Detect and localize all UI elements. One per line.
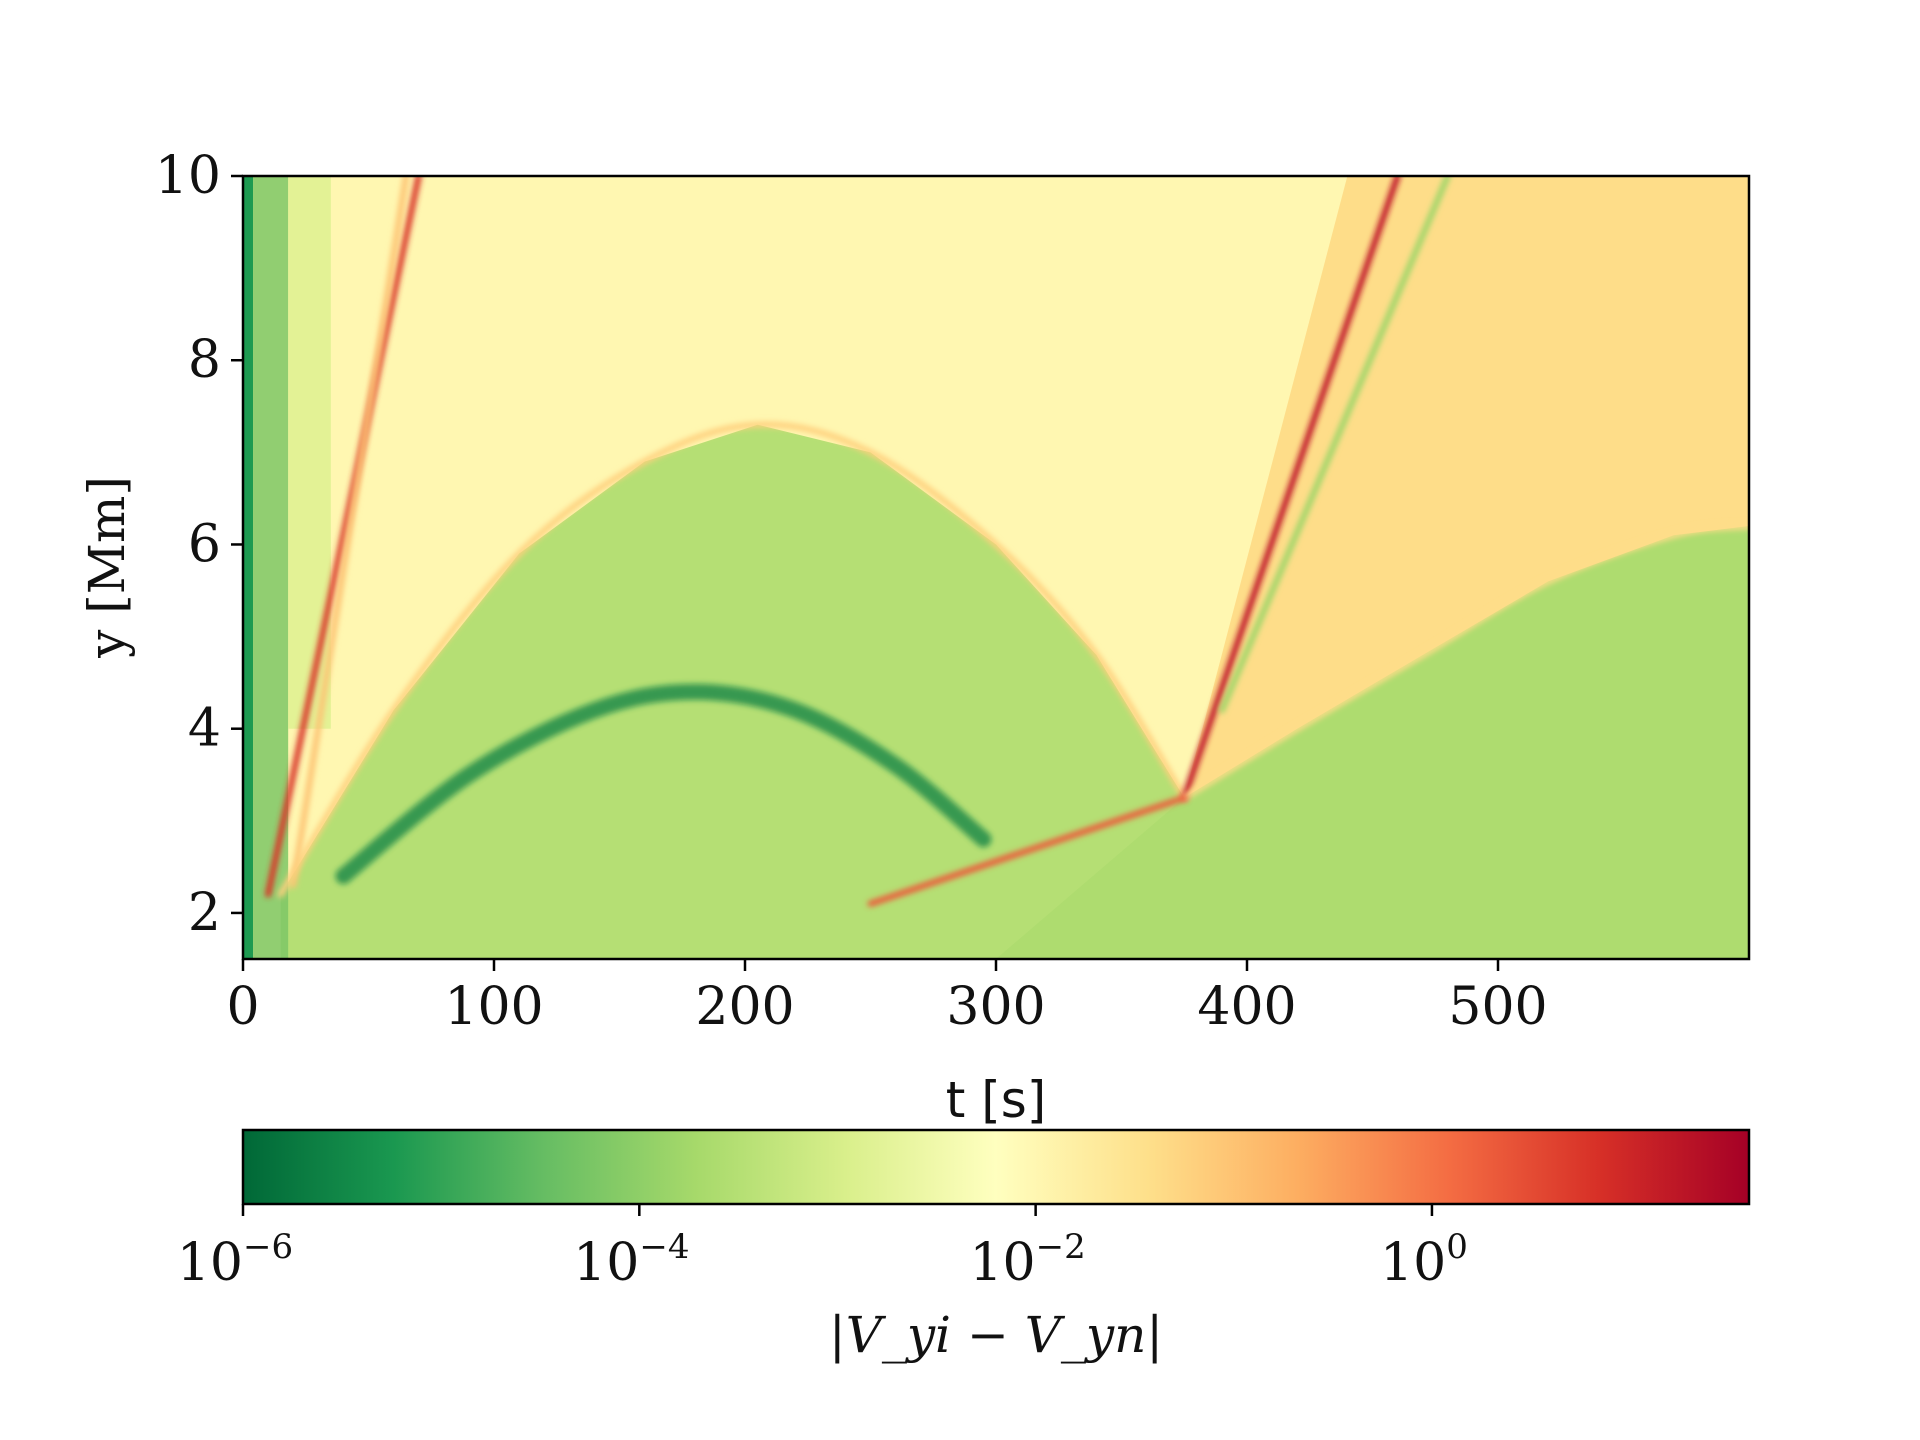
colorbar-label: |V_yi − V_yn| [829,1306,1163,1364]
feature-rising-front-after-375-s [1181,523,1749,801]
feature-steep-front-after-375-s [1181,176,1401,801]
colorbar-tick-label: 10−6 [177,1227,293,1293]
colorbar [241,1128,1751,1206]
region-left-strip-2 [253,176,289,959]
feature-arch-front [277,421,1188,898]
y-tick-label: 4 [188,699,221,759]
region-left-strip-3 [288,176,331,729]
y-tick-label: 8 [188,330,221,390]
colorbar-tick-label: 100 [1380,1227,1468,1293]
y-tick-label: 10 [155,146,221,206]
x-tick-label: 400 [1197,977,1296,1037]
feature-second-front-after-375-s [1218,176,1451,714]
x-tick-label: 300 [946,977,1045,1037]
y-tick-label: 2 [188,883,221,943]
x-tick-label: 200 [695,977,794,1037]
x-axis-label: t [s] [946,1071,1047,1129]
region-left-strip [243,176,254,959]
colorbar-ticks: 10−6 10−4 10−2 100 [177,1204,1468,1293]
colorbar-tick-label: 10−4 [573,1227,689,1293]
y-axis: 2 4 6 8 10 [155,146,243,943]
feature-lower-diagonal [867,794,1188,907]
x-axis: 0 100 200 300 400 500 [226,959,1548,1037]
region-upper-right [1184,176,1749,798]
colorbar-tick-label: 10−2 [969,1227,1085,1293]
x-tick-label: 0 [226,977,259,1037]
x-tick-label: 500 [1448,977,1547,1037]
x-tick-label: 100 [444,977,543,1037]
y-axis-label: y [Mm] [78,476,136,659]
region-lower-right [996,526,1749,959]
y-tick-label: 6 [188,514,221,574]
heatmap [243,176,1749,959]
feature-inner-arch-band [335,683,992,885]
feature-fast-front-2 [290,176,410,889]
feature-fast-front-1 [265,176,422,898]
